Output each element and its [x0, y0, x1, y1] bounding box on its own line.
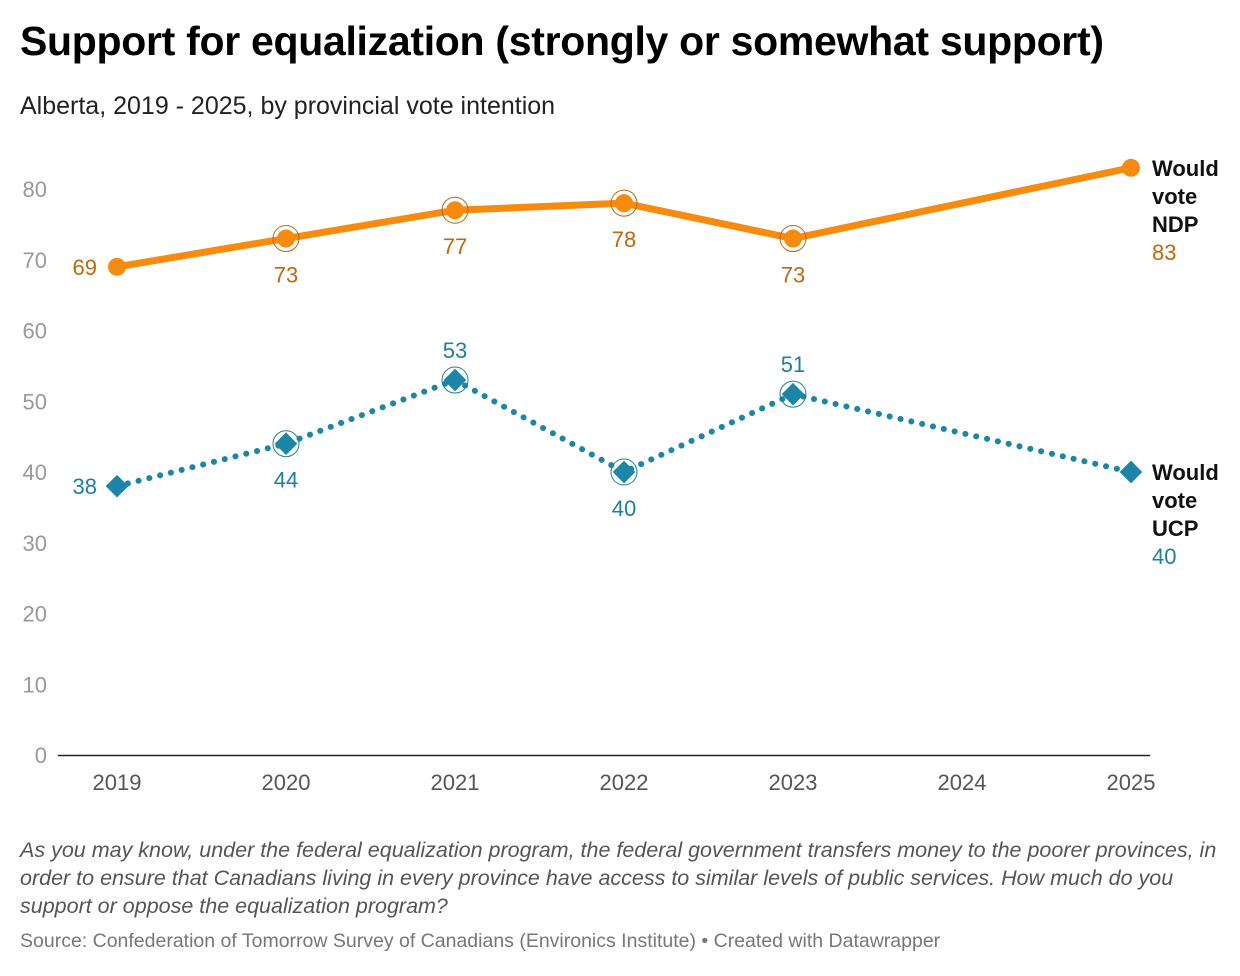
data-point	[274, 432, 298, 456]
data-point	[784, 229, 802, 248]
x-tick-label: 2024	[938, 770, 987, 795]
series-line-ucp	[114, 377, 1134, 490]
y-tick-label: 0	[35, 743, 47, 768]
series-line-ndp	[113, 164, 1135, 271]
x-tick-label: 2020	[262, 770, 311, 795]
data-label: 73	[781, 263, 805, 288]
data-label: 78	[612, 227, 636, 252]
highlight-ring	[272, 225, 300, 253]
data-label: 69	[73, 255, 97, 280]
data-point	[443, 368, 467, 392]
y-tick-label: 40	[23, 460, 47, 485]
source-credit: Source: Confederation of Tomorrow Survey…	[20, 930, 941, 952]
series-name-label: NDP	[1152, 212, 1198, 237]
x-tick-label: 2022	[600, 770, 649, 795]
data-point	[1119, 460, 1143, 484]
x-tick-label: 2025	[1107, 770, 1156, 795]
data-point	[105, 474, 129, 498]
data-label: 73	[274, 263, 298, 288]
series-name-label: Would	[1152, 156, 1219, 181]
highlight-ring	[610, 189, 638, 217]
data-point	[1122, 158, 1140, 177]
chart-title: Support for equalization (strongly or so…	[20, 18, 1104, 64]
y-tick-label: 80	[23, 177, 47, 202]
data-label: 53	[443, 338, 467, 363]
data-label: 40	[612, 496, 636, 521]
y-tick-label: 30	[23, 531, 47, 556]
data-label: 83	[1152, 240, 1176, 265]
line-chart: 0 10 20 30 40 50 60 70 80 2019 2020 2021 2022 2023 202…	[23, 156, 1219, 795]
highlight-ring	[272, 430, 300, 458]
series-name-label: vote	[1152, 184, 1197, 209]
highlight-ring	[779, 380, 807, 408]
y-tick-label: 20	[23, 602, 47, 627]
data-point	[612, 460, 636, 484]
y-tick-label: 10	[23, 672, 47, 697]
data-label: 44	[274, 468, 298, 493]
question-note: As you may know, under the federal equal…	[20, 838, 1217, 918]
data-point	[446, 201, 464, 220]
chart-subtitle: Alberta, 2019 - 2025, by provincial vote…	[20, 92, 556, 120]
series-name-label: Would	[1152, 460, 1219, 485]
y-tick-label: 70	[23, 248, 47, 273]
y-tick-label: 60	[23, 319, 47, 344]
series-name-label: UCP	[1152, 516, 1198, 541]
highlight-ring	[779, 225, 807, 253]
x-tick-label: 2023	[769, 770, 818, 795]
highlight-ring	[441, 366, 469, 394]
data-label: 77	[443, 234, 467, 259]
y-tick-label: 50	[23, 389, 47, 414]
x-tick-label: 2021	[431, 770, 480, 795]
data-label: 40	[1152, 544, 1176, 569]
data-label: 51	[781, 352, 805, 377]
series-name-label: vote	[1152, 488, 1197, 513]
highlight-ring	[441, 196, 469, 224]
x-tick-label: 2019	[93, 770, 142, 795]
highlight-ring	[610, 458, 638, 486]
data-point	[277, 229, 295, 248]
data-label: 38	[73, 474, 97, 499]
data-point	[615, 194, 633, 213]
data-point	[781, 382, 805, 406]
data-point	[108, 257, 126, 276]
